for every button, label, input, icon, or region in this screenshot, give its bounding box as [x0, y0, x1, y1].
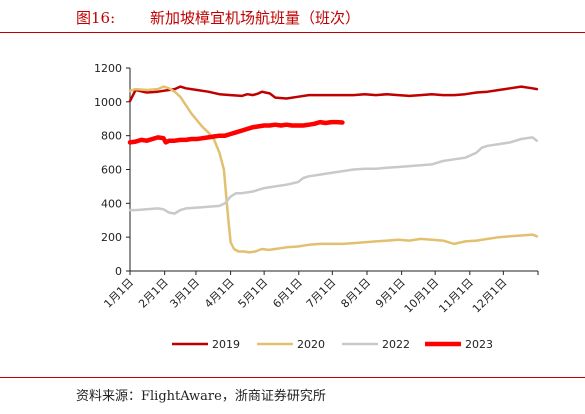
- x-tick-label: 4月1日: [202, 276, 237, 311]
- y-tick-label: 400: [101, 197, 122, 210]
- footer-bar: 资料来源：FlightAware，浙商证券研究所: [0, 377, 585, 414]
- legend-label-2023: 2023: [465, 338, 493, 351]
- x-tick-label: 12月1日: [470, 276, 510, 316]
- y-tick-label: 200: [101, 231, 122, 244]
- series-line-2022: [128, 136, 539, 215]
- x-tick-label: 3月1日: [167, 276, 202, 311]
- series-line-2023: [127, 119, 345, 145]
- legend-label-2019: 2019: [212, 338, 240, 351]
- y-tick-label: 800: [101, 130, 122, 143]
- y-tick-label: 1200: [94, 62, 122, 75]
- legend-label-2022: 2022: [382, 338, 410, 351]
- y-tick-label: 0: [115, 265, 122, 278]
- x-tick-label: 11月1日: [436, 276, 476, 316]
- source-note: 资料来源：FlightAware，浙商证券研究所: [76, 389, 326, 404]
- y-tick-label: 1000: [94, 96, 122, 109]
- chart-title: 新加坡樟宜机场航班量（班次）: [150, 9, 361, 27]
- x-tick-label: 2月1日: [136, 276, 171, 311]
- x-tick-label: 5月1日: [236, 276, 271, 311]
- header-bar: 图16: 新加坡樟宜机场航班量（班次）: [0, 0, 585, 33]
- x-tick-label: 6月1日: [270, 276, 305, 311]
- series-line-2019: [128, 85, 539, 103]
- legend-label-2020: 2020: [297, 338, 325, 351]
- x-tick-label: 7月1日: [304, 276, 339, 311]
- figure-label: 图16:: [76, 9, 116, 27]
- x-tick-label: 10月1日: [402, 276, 442, 316]
- x-tick-label: 8月1日: [338, 276, 373, 311]
- x-tick-label: 1月1日: [101, 276, 136, 311]
- series-line-2020: [128, 85, 539, 254]
- y-tick-label: 600: [101, 164, 122, 177]
